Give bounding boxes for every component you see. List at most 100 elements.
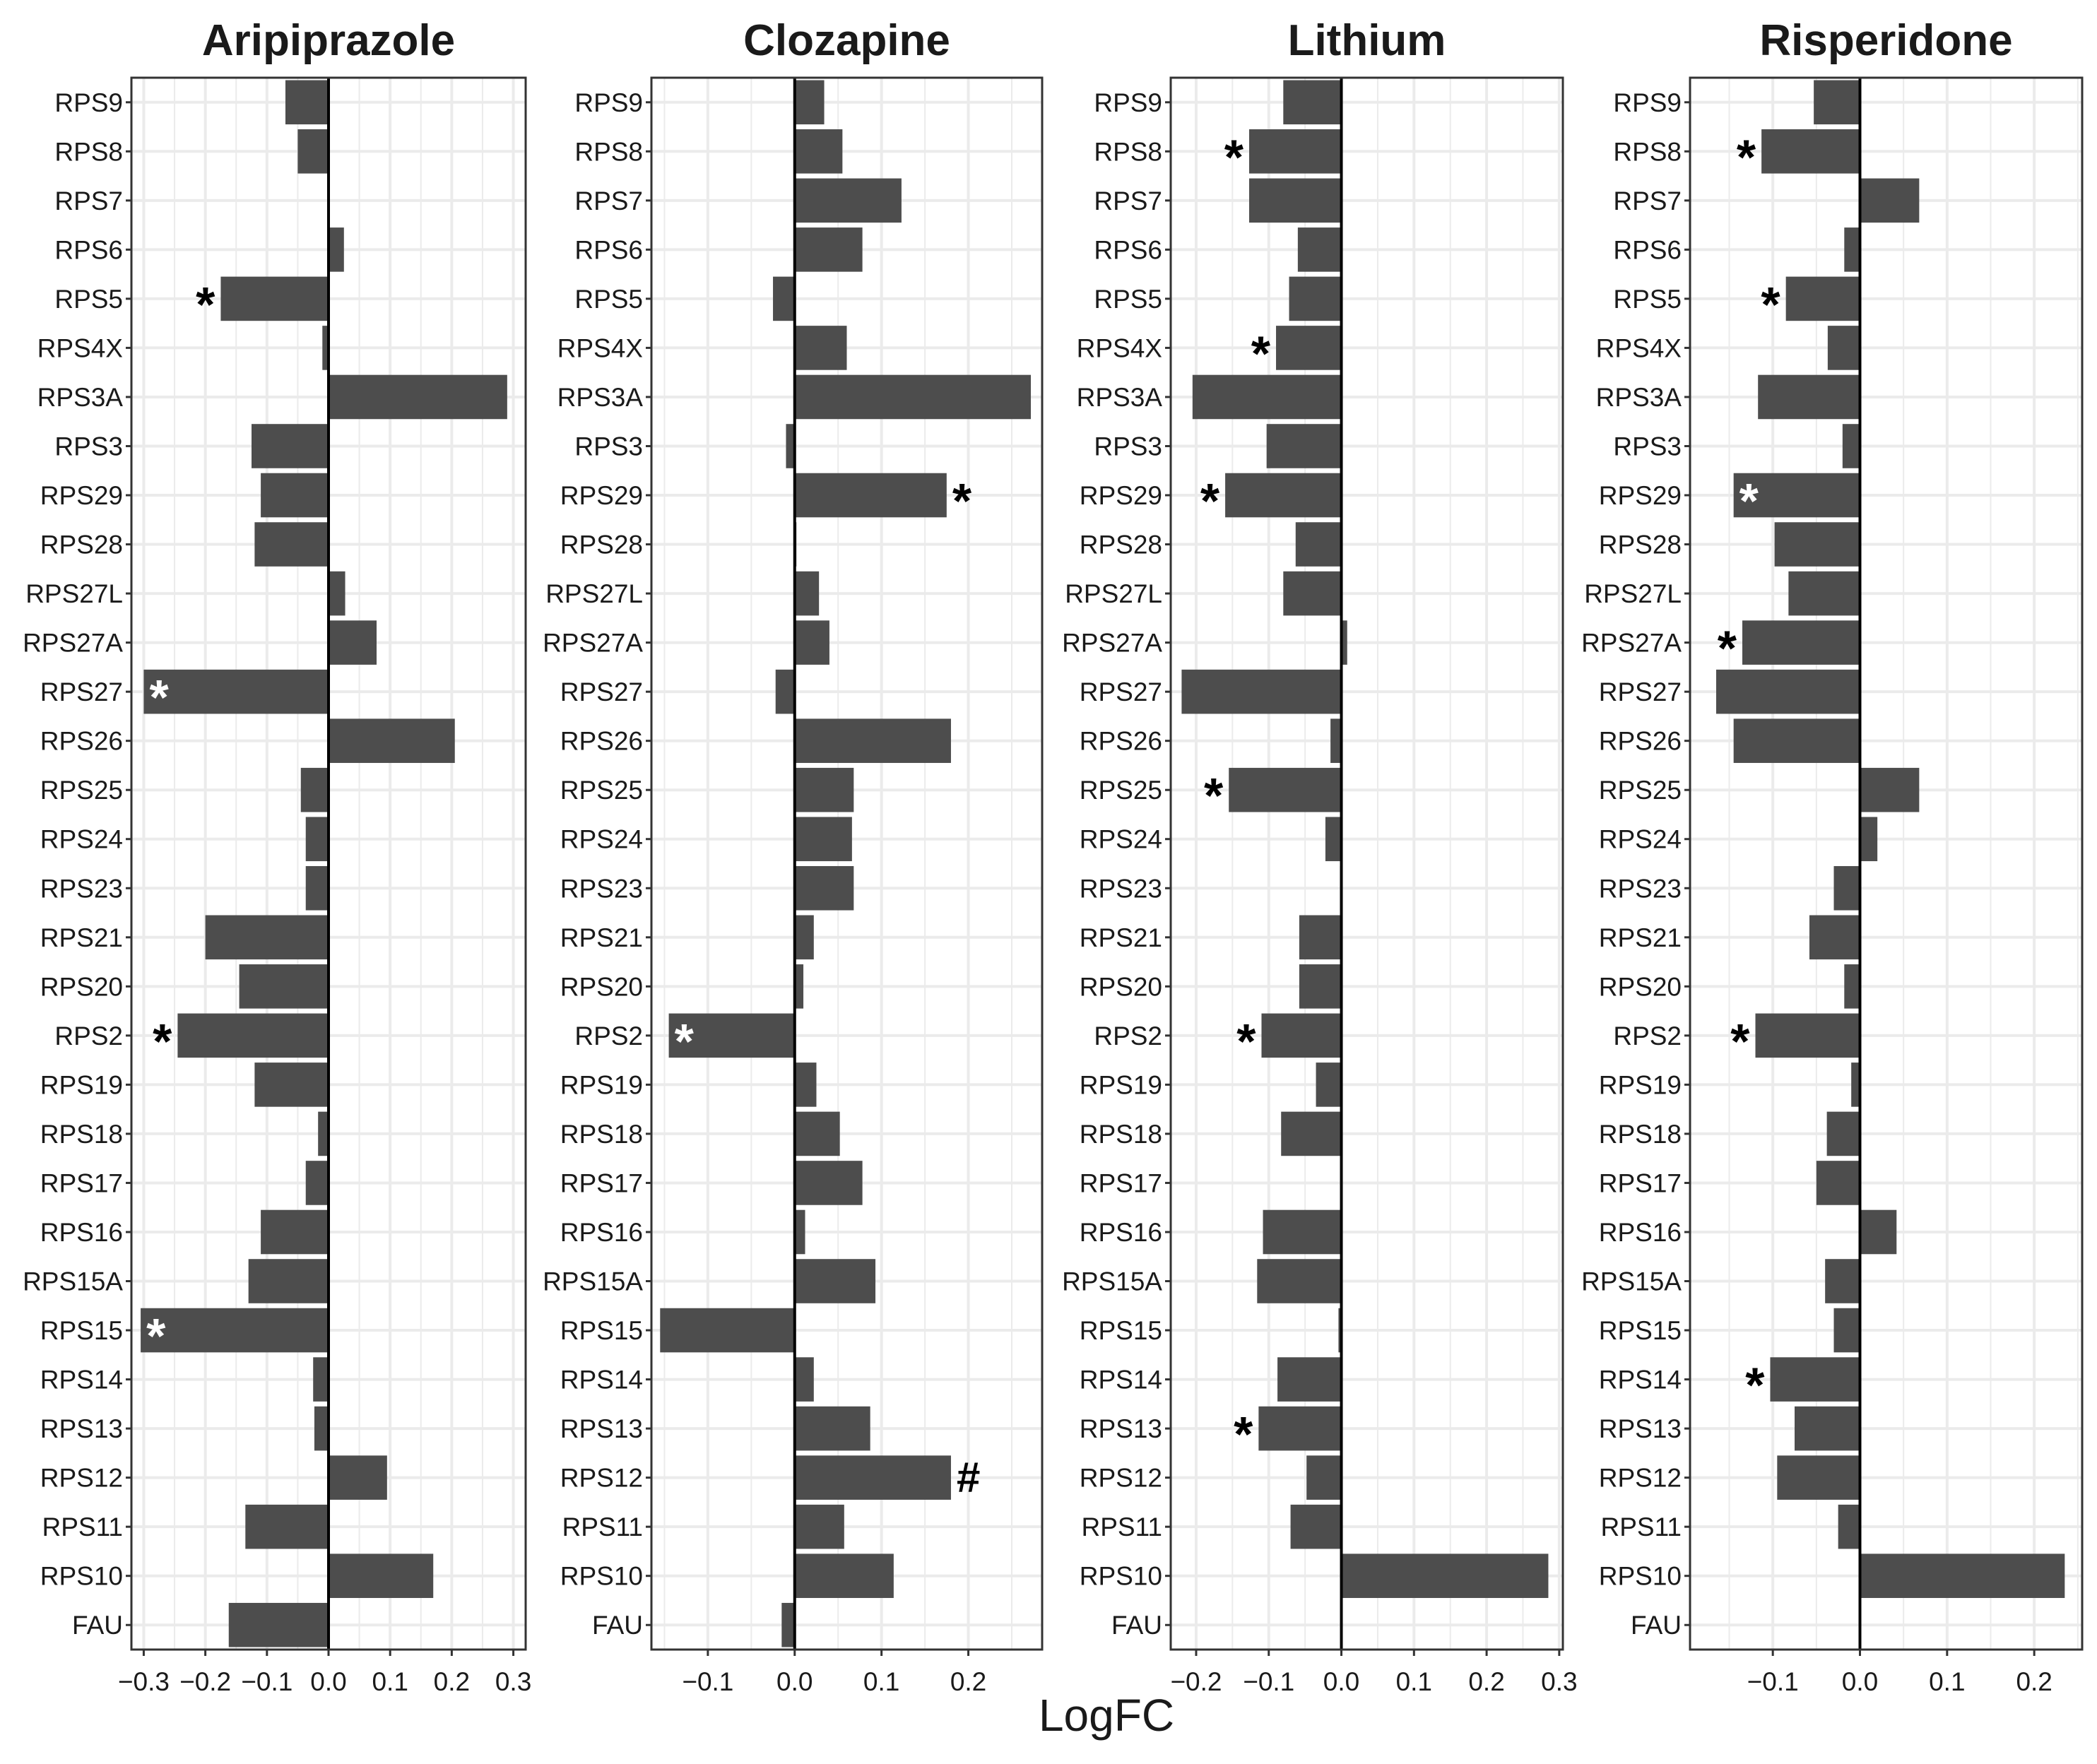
- y-tick-label-rps14: RPS14: [560, 1366, 643, 1395]
- bar-rps13: [1795, 1406, 1860, 1451]
- y-tick-label-rps15: RPS15: [560, 1316, 643, 1345]
- y-tick-label-rps25: RPS25: [40, 776, 123, 805]
- x-tick-label: 0.2: [950, 1667, 986, 1696]
- bar-rps7: [1249, 178, 1342, 223]
- bar-rps25: [1860, 767, 1920, 812]
- y-tick-label-rps14: RPS14: [40, 1366, 123, 1395]
- y-tick-label-rps14: RPS14: [1599, 1366, 1682, 1395]
- significance-star-rps5: *: [196, 277, 215, 332]
- y-tick-label-rps10: RPS10: [560, 1562, 643, 1591]
- y-tick-label-rps11: RPS11: [562, 1513, 644, 1541]
- bar-rps4x: [1276, 326, 1342, 370]
- y-tick-label-rps6: RPS6: [574, 235, 643, 264]
- y-tick-label-rps4x: RPS4X: [1077, 333, 1162, 362]
- bar-rps2: [177, 1013, 329, 1058]
- y-tick-label-rps3a: RPS3A: [557, 383, 644, 412]
- bar-rps7: [794, 178, 902, 223]
- significance-star-rps15: *: [146, 1308, 166, 1363]
- bar-rps3: [1842, 424, 1860, 468]
- y-tick-label-rps27a: RPS27A: [1581, 629, 1682, 658]
- bar-rps10: [1341, 1553, 1549, 1598]
- y-tick-label-rps6: RPS6: [1613, 235, 1682, 264]
- y-tick-label-rps15a: RPS15A: [23, 1267, 123, 1296]
- x-tick-label: 0.2: [434, 1667, 470, 1696]
- bar-rps9: [794, 80, 825, 125]
- x-tick-label: 0.2: [1468, 1667, 1504, 1696]
- bar-rps3a: [794, 374, 1032, 420]
- bar-rps17: [305, 1161, 329, 1205]
- bar-rps6: [329, 227, 344, 272]
- y-tick-label-rps25: RPS25: [1599, 776, 1682, 805]
- bar-rps27a: [794, 620, 829, 665]
- x-tick-label: 0.0: [310, 1667, 346, 1696]
- bar-rps16: [1860, 1209, 1897, 1255]
- bar-rps15a: [248, 1259, 329, 1303]
- bar-rps3: [1266, 424, 1342, 468]
- y-tick-label-rps26: RPS26: [1080, 727, 1162, 756]
- y-tick-label-rps20: RPS20: [40, 972, 123, 1001]
- y-tick-label-rps3a: RPS3A: [1596, 383, 1682, 412]
- x-tick-label: 0.1: [1396, 1667, 1432, 1696]
- y-tick-label-rps23: RPS23: [560, 874, 643, 903]
- significance-star-rps4x: *: [1251, 326, 1271, 381]
- y-tick-label-fau: FAU: [1111, 1611, 1162, 1640]
- y-tick-label-rps9: RPS9: [54, 88, 123, 117]
- y-tick-label-rps14: RPS14: [1080, 1366, 1162, 1395]
- y-tick-label-rps28: RPS28: [1080, 531, 1162, 560]
- bar-rps12: [1306, 1455, 1342, 1500]
- y-tick-label-rps27l: RPS27L: [545, 579, 643, 608]
- bar-rps6: [1297, 227, 1342, 272]
- y-tick-label-rps13: RPS13: [40, 1414, 123, 1443]
- y-tick-label-rps12: RPS12: [40, 1464, 123, 1493]
- y-tick-label-rps3: RPS3: [1094, 432, 1162, 461]
- bar-rps2: [668, 1013, 795, 1058]
- bar-rps27: [1181, 669, 1342, 714]
- y-tick-label-rps18: RPS18: [1080, 1120, 1162, 1149]
- bar-rps5: [1785, 276, 1860, 321]
- y-tick-label-rps23: RPS23: [1599, 874, 1682, 903]
- y-tick-label-rps12: RPS12: [1080, 1464, 1162, 1493]
- panel-clozapine: Clozapine RPS9 RPS8 RPS7 RPS6 RPS5 RPS4X RPS3A R…: [543, 16, 1044, 1696]
- significance-star-rps13: *: [1234, 1407, 1253, 1462]
- bar-rps4x: [794, 326, 847, 370]
- y-tick-label-rps16: RPS16: [40, 1218, 123, 1247]
- bar-rps3a: [1758, 374, 1860, 420]
- bar-rps16: [261, 1209, 329, 1255]
- bar-rps23: [794, 865, 854, 911]
- bar-fau: [781, 1602, 795, 1647]
- y-tick-label-fau: FAU: [1631, 1611, 1682, 1640]
- bar-rps12: [1777, 1455, 1860, 1500]
- y-tick-label-rps27l: RPS27L: [25, 579, 123, 608]
- bar-rps15: [141, 1308, 329, 1353]
- y-tick-label-rps23: RPS23: [1080, 874, 1162, 903]
- bar-rps18: [318, 1111, 329, 1156]
- bar-rps29: [794, 473, 947, 518]
- y-tick-label-rps5: RPS5: [54, 285, 123, 314]
- y-tick-label-rps20: RPS20: [1080, 972, 1162, 1001]
- y-tick-label-rps7: RPS7: [1613, 187, 1682, 215]
- x-tick-label: 0.1: [1929, 1667, 1965, 1696]
- bar-rps28: [254, 522, 329, 567]
- significance-star-rps14: *: [1745, 1358, 1765, 1413]
- bar-rps27a: [329, 620, 377, 665]
- y-tick-label-rps8: RPS8: [1094, 137, 1162, 166]
- y-tick-label-rps17: RPS17: [40, 1168, 123, 1197]
- bar-rps27l: [794, 571, 820, 616]
- y-tick-label-rps15a: RPS15A: [543, 1267, 643, 1296]
- bar-rps12: [329, 1455, 387, 1500]
- bar-rps27l: [1283, 571, 1342, 616]
- bar-rps11: [794, 1504, 844, 1549]
- bar-rps21: [1299, 915, 1342, 960]
- bar-rps20: [1844, 964, 1860, 1009]
- bar-rps29: [1733, 473, 1860, 518]
- y-tick-label-rps18: RPS18: [560, 1120, 643, 1149]
- y-tick-label-rps11: RPS11: [1601, 1513, 1682, 1541]
- y-tick-label-rps27: RPS27: [1599, 677, 1682, 706]
- bar-rps29: [261, 473, 329, 518]
- bar-rps15: [1338, 1308, 1342, 1353]
- y-tick-label-rps15a: RPS15A: [1581, 1267, 1682, 1296]
- bar-rps14: [1770, 1357, 1860, 1402]
- bar-rps27l: [329, 571, 345, 616]
- bar-rps9: [285, 80, 329, 125]
